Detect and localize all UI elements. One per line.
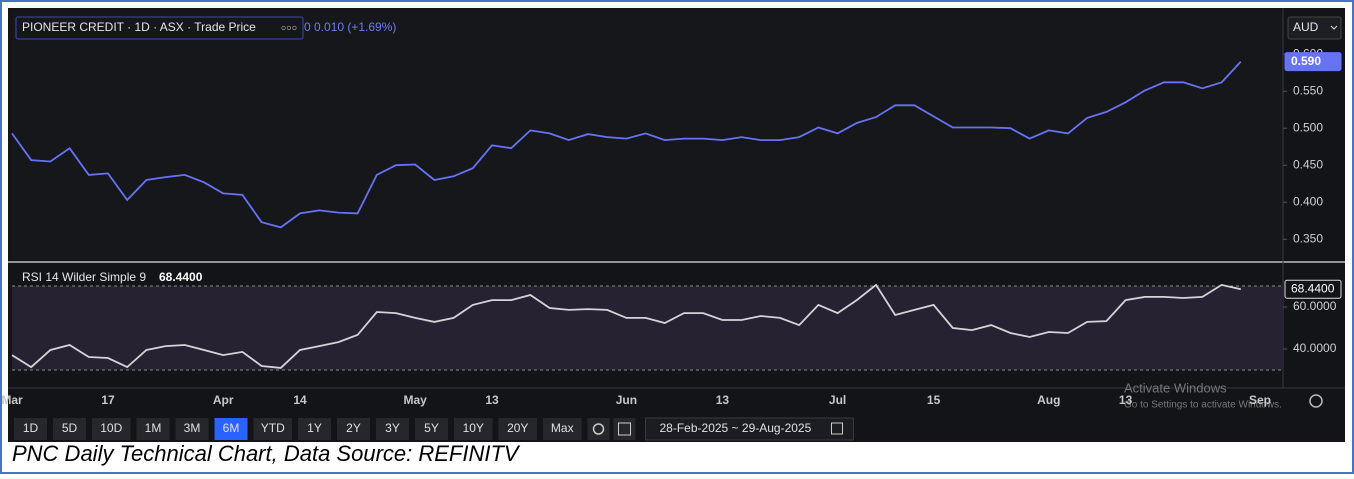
rsi-band xyxy=(12,285,1283,370)
range-button[interactable] xyxy=(136,418,170,440)
y-tick-label: 0.400 xyxy=(1293,194,1323,208)
range-button[interactable] xyxy=(214,418,248,440)
range-button[interactable] xyxy=(337,418,370,440)
range-button-label: 20Y xyxy=(507,421,528,435)
x-tick-label: 14 xyxy=(293,393,307,407)
range-button-label: 10Y xyxy=(463,421,484,435)
export-icon xyxy=(618,422,631,436)
currency: AUD xyxy=(1293,20,1319,34)
caption: PNC Daily Technical Chart, Data Source: … xyxy=(12,441,521,466)
range-button[interactable] xyxy=(454,418,493,440)
range-button-label: 1M xyxy=(145,421,162,435)
y-tick-label: 0.450 xyxy=(1293,157,1323,171)
price-pane xyxy=(12,12,1283,260)
x-tick-label: Apr xyxy=(213,393,234,407)
range-button[interactable] xyxy=(53,418,86,440)
range-button-label: 6M xyxy=(223,421,240,435)
range-button-label: 10D xyxy=(100,421,122,435)
y-tick-label: 0.350 xyxy=(1293,231,1323,245)
range-button-label: 5D xyxy=(62,421,78,435)
y-tick-label: 40.0000 xyxy=(1293,341,1337,355)
last-value-box xyxy=(1284,52,1342,72)
x-tick-label: May xyxy=(404,393,428,407)
x-tick-label: 17 xyxy=(101,393,115,407)
date-range: 28-Feb-2025 ~ 29-Aug-2025 xyxy=(660,421,812,435)
range-button[interactable] xyxy=(253,418,293,440)
series-line xyxy=(11,283,1242,369)
export-button[interactable] xyxy=(613,418,636,440)
legend-box xyxy=(15,16,304,40)
y-tick-label: 0.500 xyxy=(1293,120,1323,134)
calendar-icon xyxy=(831,422,843,435)
x-tick-label: 13 xyxy=(1119,393,1133,407)
range-button[interactable] xyxy=(498,418,538,440)
x-tick-label: 13 xyxy=(485,393,499,407)
range-button[interactable] xyxy=(543,418,582,440)
x-tick-label: Jun xyxy=(616,393,637,407)
x-tick-label: Jul xyxy=(829,393,846,407)
rsi-legend-value: 68.4400 xyxy=(159,270,203,284)
watermark-text: Go to Settings to activate Windows. xyxy=(1124,400,1282,411)
range-button[interactable] xyxy=(14,418,47,440)
range-button[interactable] xyxy=(298,418,331,440)
x-tick-label: 15 xyxy=(927,393,941,407)
legend-instrument: PIONEER CREDIT · 1D · ASX · Trade Price xyxy=(22,20,256,34)
last-value-box xyxy=(1284,279,1342,299)
watermark-title: Activate Windows xyxy=(1124,380,1227,395)
range-button-label: Max xyxy=(551,421,574,435)
range-button-label: 1Y xyxy=(307,421,322,435)
series-line xyxy=(11,60,1242,229)
x-tick-label: Mar xyxy=(1,393,23,407)
last-value-label: 68.4400 xyxy=(1291,281,1335,295)
gear-icon xyxy=(592,423,605,435)
range-button[interactable] xyxy=(175,418,209,440)
range-button-label: 3Y xyxy=(385,421,400,435)
rsi-title: RSI 14 Wilder Simple 9 xyxy=(22,270,146,284)
x-tick-label: Aug xyxy=(1037,393,1060,407)
range-button[interactable] xyxy=(376,418,409,440)
range-button-label: 3M xyxy=(184,421,201,435)
chevron xyxy=(1330,25,1338,30)
y-tick-label: 60.0000 xyxy=(1293,299,1337,313)
settings-button[interactable] xyxy=(587,418,610,440)
legend-change: 0 0.010 (+1.69%) xyxy=(304,20,396,34)
last-value-label: 0.590 xyxy=(1291,54,1321,68)
range-button-label: 5Y xyxy=(424,421,439,435)
range-button-label: 2Y xyxy=(346,421,361,435)
x-tick-label: 13 xyxy=(716,393,730,407)
range-button[interactable] xyxy=(92,418,131,440)
range-button-label: YTD xyxy=(261,421,285,435)
settings-icon[interactable] xyxy=(1309,394,1323,408)
date-range-box[interactable] xyxy=(645,417,854,441)
legend-more[interactable]: ○○○ xyxy=(281,22,297,32)
range-button-label: 1D xyxy=(23,421,39,435)
currency-select[interactable] xyxy=(1287,16,1342,40)
y-tick-label: 0.550 xyxy=(1293,83,1323,97)
x-tick-label: Sep xyxy=(1249,393,1271,407)
range-button[interactable] xyxy=(415,418,448,440)
